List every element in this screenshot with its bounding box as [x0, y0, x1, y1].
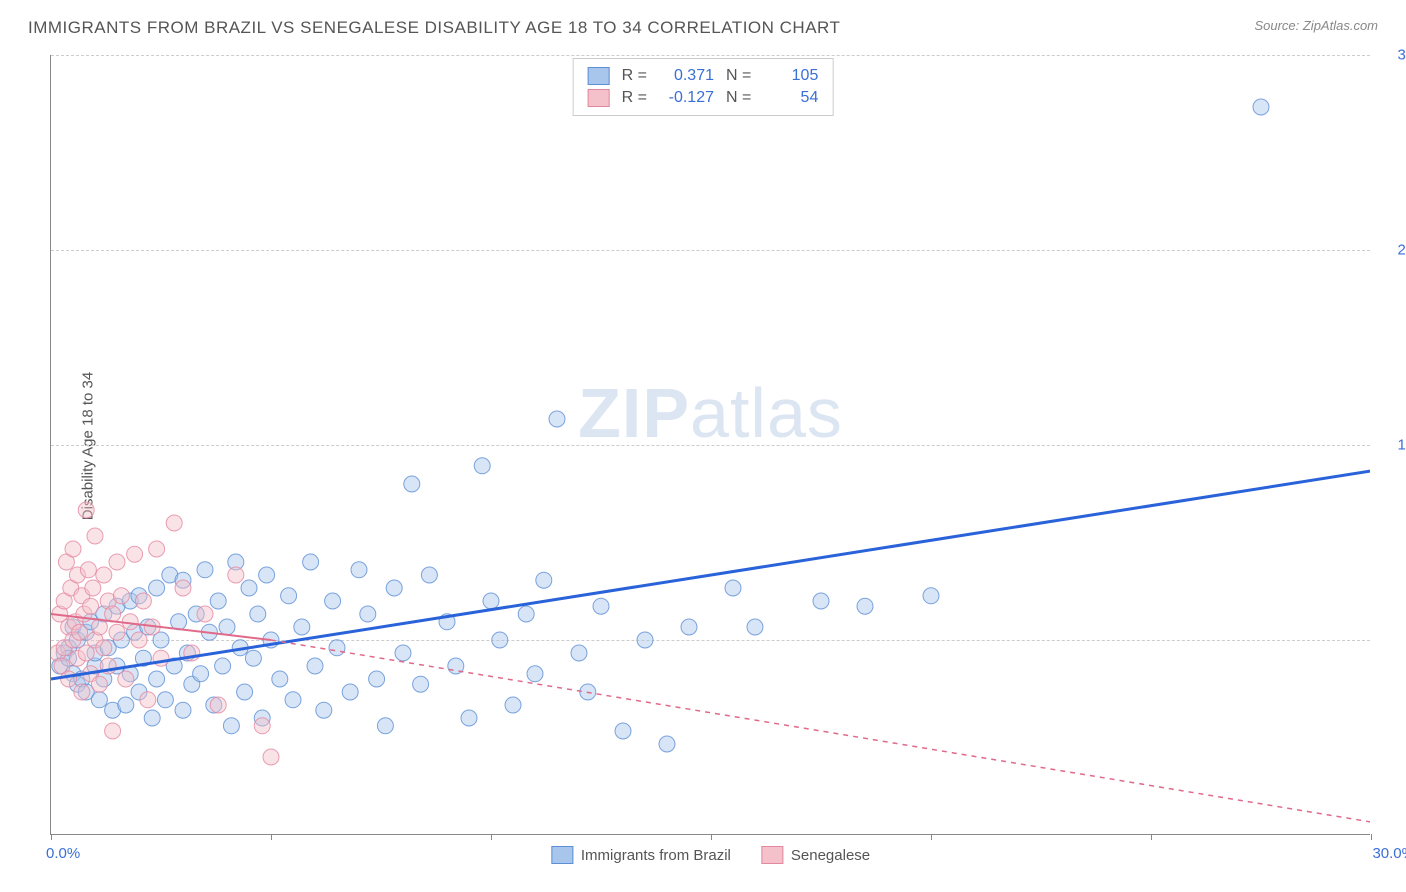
stats-n-senegalese: 54 [763, 89, 818, 107]
legend-label-senegalese: Senegalese [791, 847, 870, 864]
stats-r-brazil: 0.371 [659, 67, 714, 85]
x-min-label: 0.0% [46, 845, 80, 862]
chart-title: IMMIGRANTS FROM BRAZIL VS SENEGALESE DIS… [28, 18, 840, 38]
stats-r-senegalese: -0.127 [659, 89, 714, 107]
y-tick-label: 30.0% [1397, 47, 1406, 64]
stats-r-label: R = [622, 89, 647, 107]
source-label: Source: ZipAtlas.com [1254, 18, 1378, 33]
legend-bottom: Immigrants from Brazil Senegalese [551, 846, 870, 864]
y-tick-label: 22.5% [1397, 242, 1406, 259]
stats-n-label: N = [726, 67, 751, 85]
stats-row-senegalese: R = -0.127 N = 54 [588, 87, 819, 109]
stats-box: R = 0.371 N = 105 R = -0.127 N = 54 [573, 58, 834, 116]
stats-swatch-senegalese [588, 89, 610, 107]
chart-area: ZIPatlas 0.0% 30.0% Immigrants from Braz… [50, 55, 1370, 835]
stats-row-brazil: R = 0.371 N = 105 [588, 65, 819, 87]
stats-n-label: N = [726, 89, 751, 107]
stats-swatch-brazil [588, 67, 610, 85]
legend-label-brazil: Immigrants from Brazil [581, 847, 731, 864]
legend-item-brazil: Immigrants from Brazil [551, 846, 731, 864]
legend-swatch-brazil [551, 846, 573, 864]
legend-swatch-senegalese [761, 846, 783, 864]
x-max-label: 30.0% [1372, 845, 1406, 862]
stats-n-brazil: 105 [763, 67, 818, 85]
legend-item-senegalese: Senegalese [761, 846, 870, 864]
scatter-plot-svg [51, 55, 1370, 834]
y-tick-label: 15.0% [1397, 437, 1406, 454]
stats-r-label: R = [622, 67, 647, 85]
